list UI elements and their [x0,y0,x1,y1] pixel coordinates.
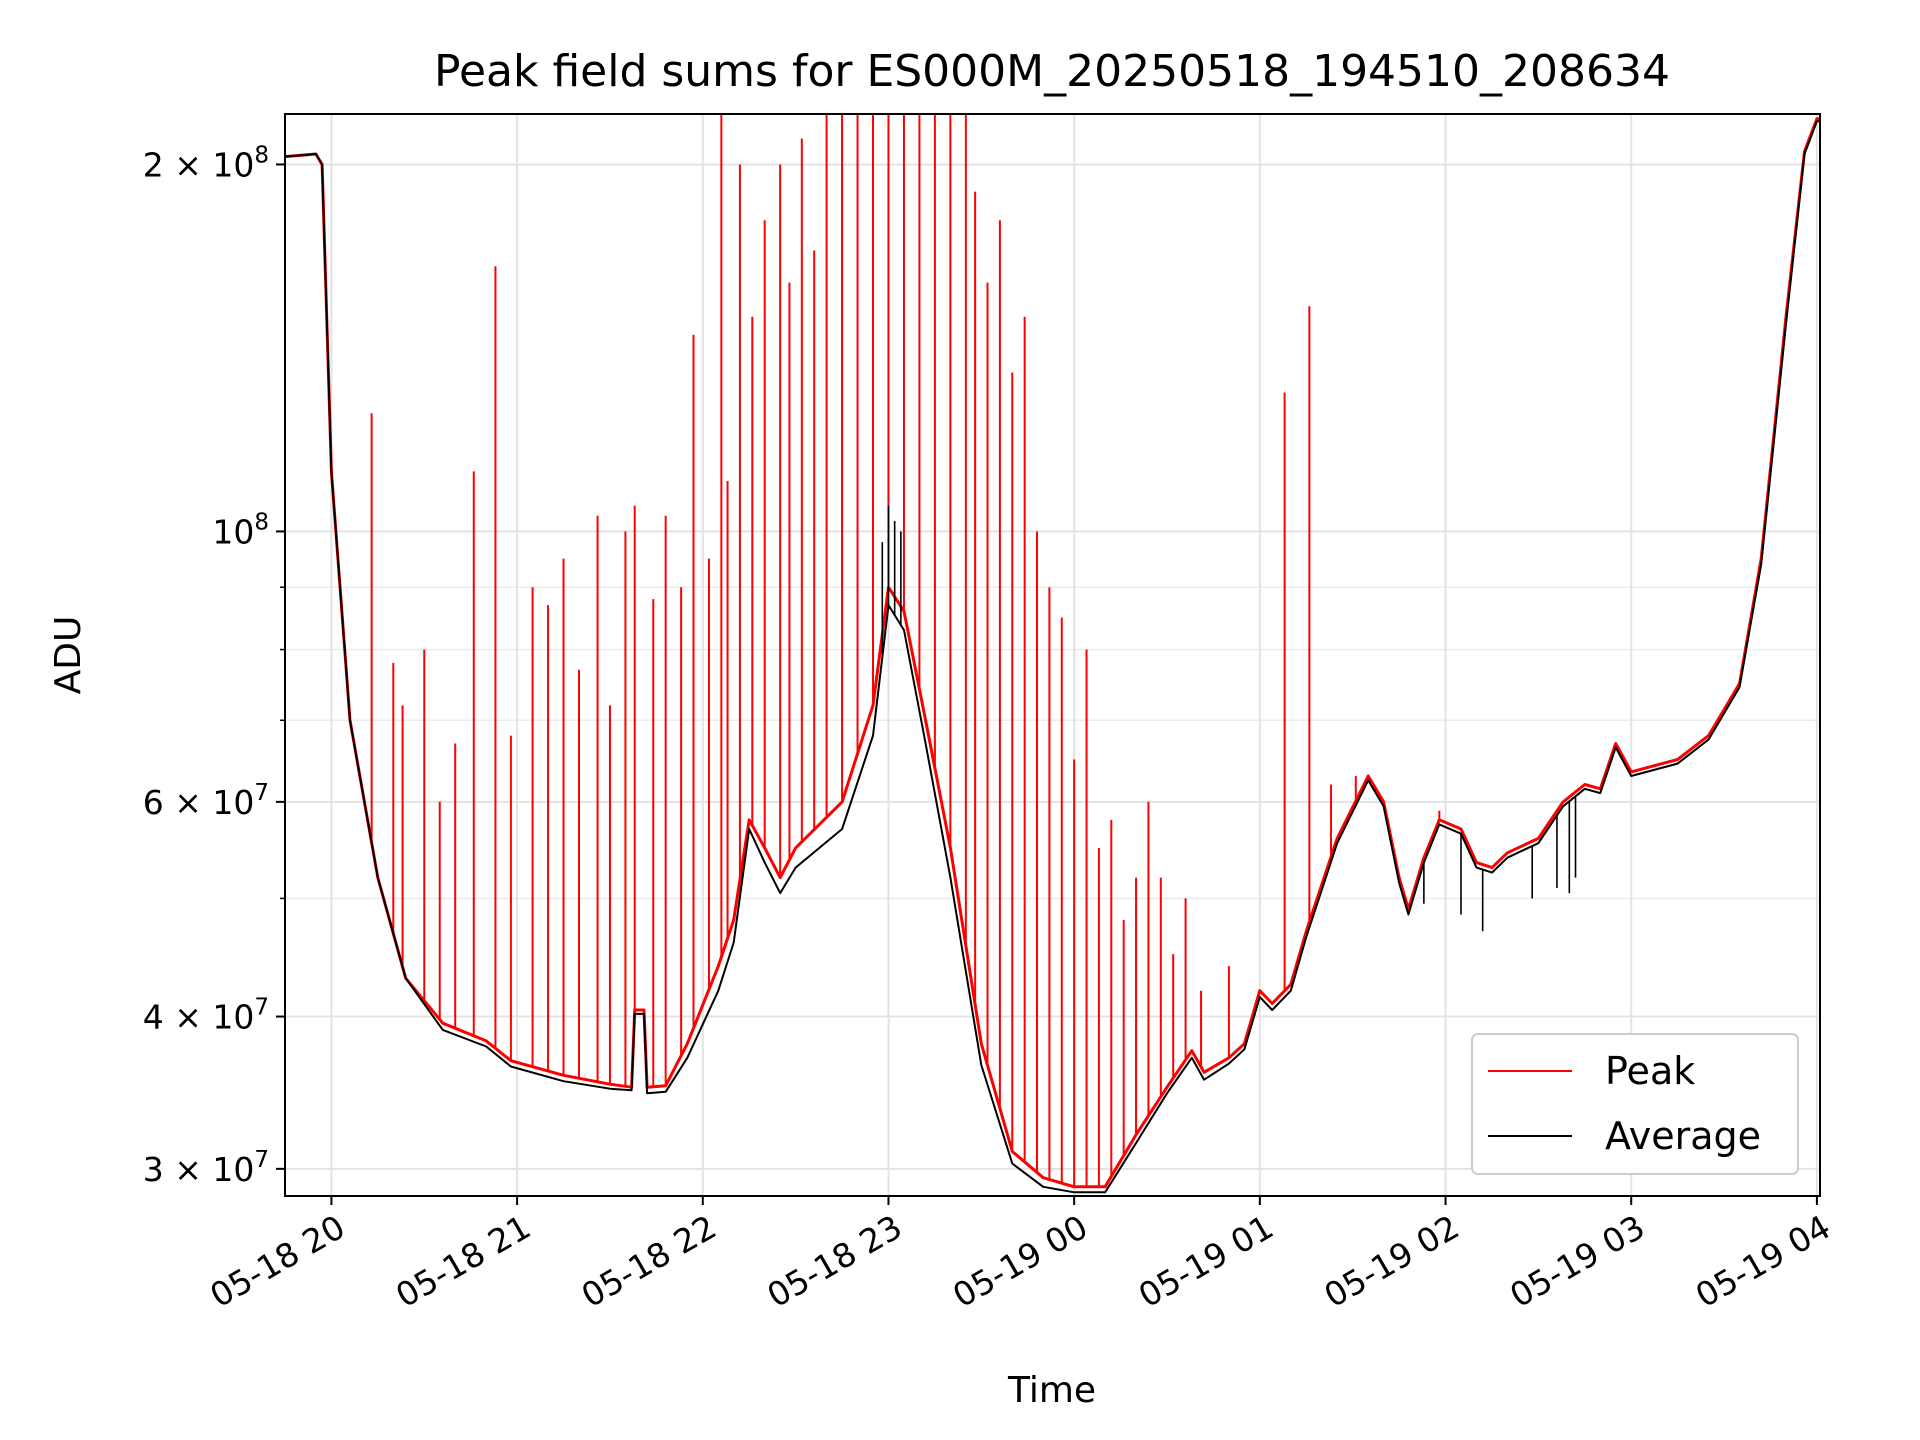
plot-frame [284,113,1821,1197]
legend-label-average: Average [1605,1114,1761,1158]
x-axis-label: Time [1007,1370,1096,1411]
y-tick-label: 2 × 108 [143,142,269,184]
grid [285,114,1820,1196]
y-tick-label: 108 [212,509,269,551]
chart-title: Peak field sums for ES000M_20250518_1945… [434,46,1670,97]
legend-box [1471,1033,1799,1175]
y-tick-label: 6 × 107 [143,780,269,822]
y-axis: 3 × 107 4 × 107 6 × 107 108 2 × 108 [143,142,285,1189]
series-line [285,117,1820,1189]
series-line [285,120,1820,1194]
series-layer [285,114,1820,1194]
legend: Peak Average [1471,1033,1799,1175]
y-axis-label: ADU [48,616,89,695]
y-tick-label: 4 × 107 [143,995,269,1037]
y-tick-label: 3 × 107 [143,1147,269,1189]
legend-label-peak: Peak [1605,1049,1695,1093]
series-average [285,120,1820,1194]
series-peak [285,114,1820,1189]
